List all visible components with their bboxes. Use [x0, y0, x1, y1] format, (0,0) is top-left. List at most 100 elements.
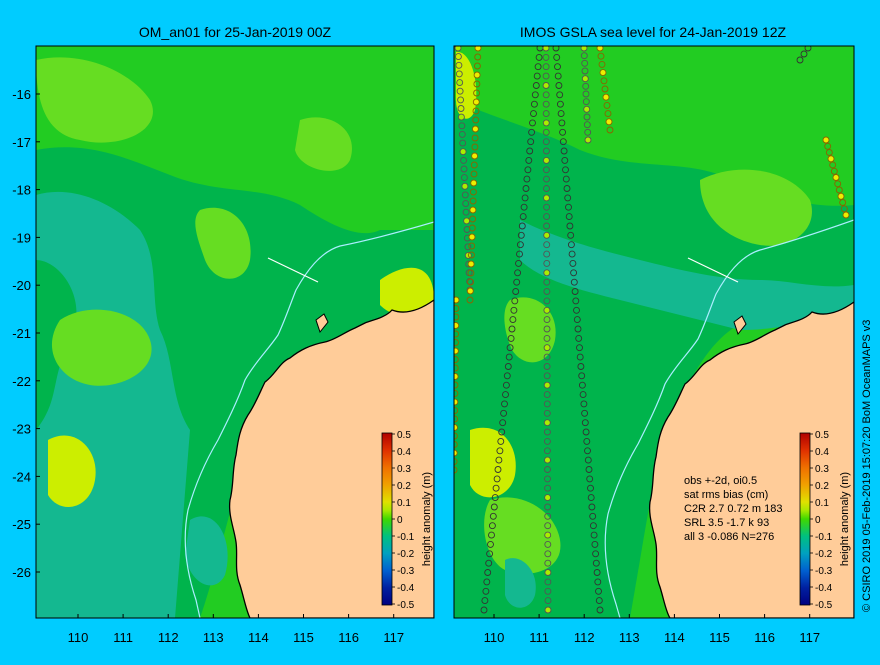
left-colorbar-ticks: 0.5 0.4 0.3 0.2 0.1 0 -0.1 -0.2 -0.3 -0.4 -0.5 [392, 430, 415, 611]
track-observation-marker [467, 278, 475, 286]
track-observation-marker [509, 316, 517, 324]
track-observation-marker [829, 161, 837, 169]
track-observation-marker [834, 180, 842, 188]
track-observation-marker [589, 512, 597, 520]
track-observation-marker [567, 241, 575, 249]
track-observation-marker [484, 569, 492, 576]
track-observation-marker [508, 325, 516, 333]
lon-tick-label: 113 [619, 630, 640, 645]
track-observation-marker [460, 156, 468, 164]
track-observation-marker [459, 148, 467, 156]
track-observation-marker [544, 606, 552, 614]
right-map-panel: 110 111 112 113 114 115 116 117 obs +-2d, oi0.5… [453, 45, 855, 645]
track-observation-marker [543, 297, 551, 305]
track-observation-marker [543, 325, 551, 333]
track-observation-marker [544, 578, 552, 586]
track-observation-marker [596, 606, 604, 614]
track-observation-marker [561, 156, 569, 164]
lat-tick-label: -17 [12, 135, 31, 150]
track-observation-marker [544, 587, 552, 595]
track-observation-marker [454, 347, 459, 355]
track-observation-marker [454, 390, 459, 397]
track-observation-marker [454, 53, 462, 61]
colorbar-tick-label: 0.1 [397, 498, 411, 509]
track-observation-marker [472, 116, 480, 124]
track-observation-marker [544, 522, 552, 530]
track-observation-marker [463, 217, 471, 225]
track-observation-marker [542, 91, 550, 99]
track-observation-marker [564, 194, 572, 202]
track-observation-marker [525, 156, 533, 164]
stats-line-5: all 3 -0.086 N=276 [684, 531, 774, 543]
lon-tick-label: 113 [203, 630, 224, 645]
track-observation-marker [583, 121, 591, 129]
left-colorbar: 0.5 0.4 0.3 0.2 0.1 0 -0.1 -0.2 -0.3 -0.4 -0.5 hei… [381, 430, 433, 611]
track-observation-marker [543, 194, 550, 202]
track-observation-marker [474, 53, 482, 61]
track-observation-marker [543, 381, 551, 389]
track-observation-marker [574, 325, 582, 333]
track-observation-marker [542, 119, 550, 127]
track-observation-marker [488, 522, 496, 530]
credit-text: © CSIRO 2019 05-Feb-2019 15:07:20 BoM Oc… [861, 320, 873, 612]
track-observation-marker [559, 138, 567, 146]
colorbar-tick-label: 0.5 [815, 430, 829, 441]
right-transect [687, 257, 739, 283]
track-observation-marker [544, 494, 552, 502]
track-observation-marker [542, 46, 550, 52]
track-observation-marker [582, 428, 590, 436]
stats-line-4: SRL 3.5 -1.7 k 93 [684, 517, 769, 529]
track-observation-marker [473, 89, 481, 97]
track-observation-marker [597, 52, 605, 60]
track-observation-marker [835, 186, 843, 194]
colorbar-tick-label: -0.2 [815, 549, 833, 560]
track-observation-marker [581, 59, 589, 67]
track-observation-marker [505, 353, 513, 361]
track-observation-marker [542, 72, 550, 80]
colorbar-tick-label: 0.4 [815, 447, 829, 458]
track-observation-marker [606, 126, 614, 134]
lat-tick-label: -25 [12, 517, 31, 532]
track-observation-marker [466, 296, 474, 304]
track-observation-marker [501, 400, 508, 408]
colorbar-tick-label: 0.2 [815, 481, 829, 492]
track-observation-marker [543, 428, 551, 436]
track-observation-marker [530, 100, 538, 108]
track-observation-marker [565, 203, 572, 211]
track-observation-marker [456, 79, 464, 87]
track-observation-marker [543, 278, 551, 286]
track-observation-marker [495, 456, 503, 464]
track-observation-marker [557, 110, 565, 118]
left-blob-g [185, 516, 228, 586]
track-observation-marker [464, 243, 472, 251]
colorbar-tick-label: -0.4 [815, 583, 833, 594]
lon-tick-label: 116 [754, 630, 775, 645]
right-isobath [604, 219, 854, 618]
track-observation-marker [454, 398, 459, 406]
track-observation-marker [526, 147, 534, 155]
track-observation-marker [511, 297, 519, 305]
track-observation-marker [527, 138, 535, 146]
track-observation-marker [559, 128, 567, 136]
track-observation-marker [504, 363, 512, 370]
track-observation-marker [600, 77, 608, 85]
track-observation-marker [462, 200, 470, 208]
track-observation-marker [469, 197, 477, 205]
track-observation-marker [457, 113, 465, 121]
right-lon-ticks: 110 111 112 113 114 115 116 117 [484, 614, 820, 645]
track-observation-marker [562, 175, 570, 183]
right-island-left [733, 315, 747, 336]
track-observation-marker [563, 185, 571, 192]
track-observation-marker [553, 53, 561, 61]
track-observation-marker [542, 166, 550, 174]
track-observation-marker [543, 185, 550, 192]
track-observation-marker [581, 75, 589, 83]
track-observation-marker [596, 46, 604, 52]
track-observation-marker [544, 456, 551, 464]
track-observation-marker [507, 334, 515, 342]
track-observation-marker [543, 231, 551, 239]
track-observation-marker [575, 334, 583, 342]
track-observation-marker [554, 72, 562, 80]
colorbar-tick-label: 0.1 [815, 498, 829, 509]
track-observation-marker [804, 46, 812, 52]
